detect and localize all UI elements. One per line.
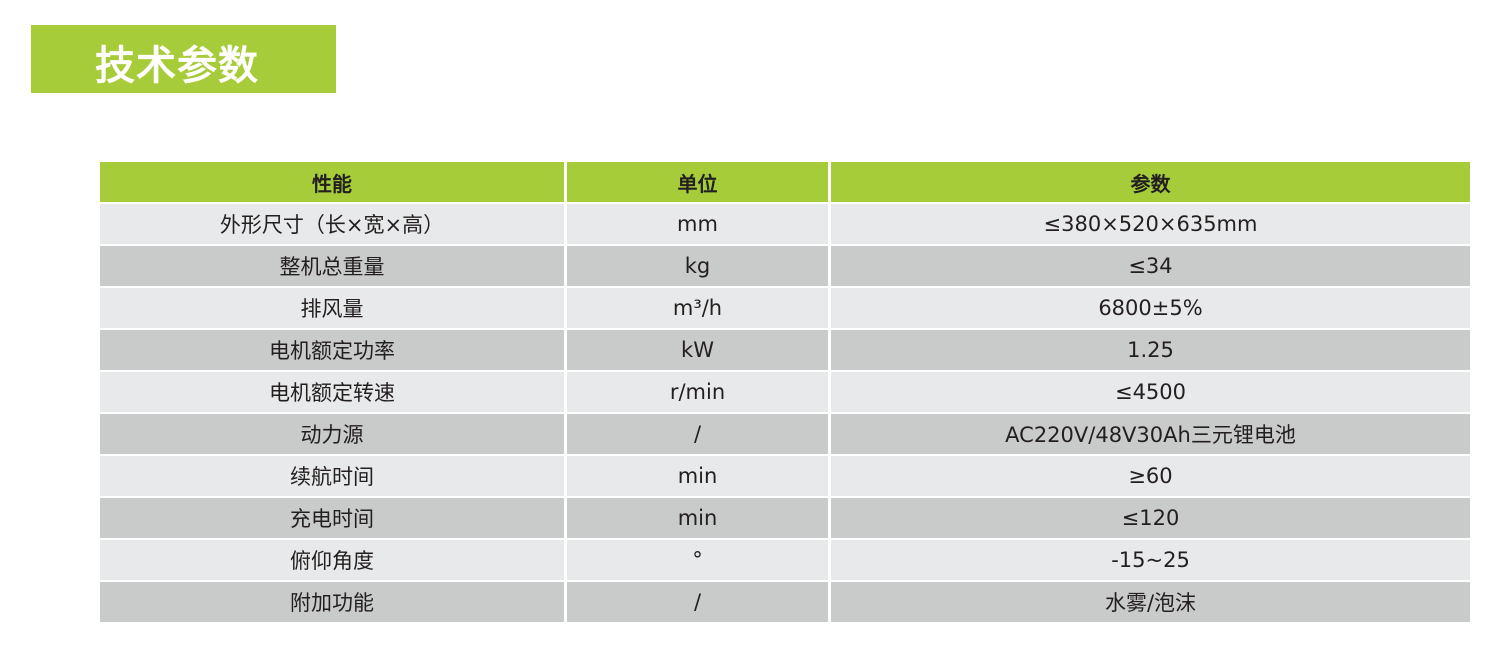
cell-performance: 整机总重量 — [100, 246, 564, 286]
cell-unit: kW — [567, 330, 828, 370]
cell-performance: 排风量 — [100, 288, 564, 328]
cell-parameter: AC220V/48V30Ah三元锂电池 — [831, 414, 1470, 454]
table-row: 续航时间 min ≥60 — [100, 456, 1470, 496]
cell-parameter: -15~25 — [831, 540, 1470, 580]
table-row: 充电时间 min ≤120 — [100, 498, 1470, 538]
cell-parameter: ≤380×520×635mm — [831, 204, 1470, 244]
header-unit: 单位 — [567, 162, 828, 202]
cell-performance: 俯仰角度 — [100, 540, 564, 580]
cell-performance: 续航时间 — [100, 456, 564, 496]
table-row: 电机额定功率 kW 1.25 — [100, 330, 1470, 370]
spec-table: 性能 单位 参数 外形尺寸（长×宽×高） mm ≤380×520×635mm 整机总重… — [97, 160, 1473, 624]
cell-performance: 电机额定功率 — [100, 330, 564, 370]
cell-performance: 电机额定转速 — [100, 372, 564, 412]
cell-unit: mm — [567, 204, 828, 244]
cell-parameter: 6800±5% — [831, 288, 1470, 328]
cell-unit: / — [567, 582, 828, 622]
cell-parameter: ≤4500 — [831, 372, 1470, 412]
section-title-banner: 技术参数 — [31, 25, 336, 93]
cell-unit: min — [567, 456, 828, 496]
cell-performance: 动力源 — [100, 414, 564, 454]
table-row: 俯仰角度 ° -15~25 — [100, 540, 1470, 580]
header-parameter: 参数 — [831, 162, 1470, 202]
cell-parameter: 1.25 — [831, 330, 1470, 370]
table-row: 电机额定转速 r/min ≤4500 — [100, 372, 1470, 412]
cell-unit: r/min — [567, 372, 828, 412]
cell-unit: min — [567, 498, 828, 538]
cell-parameter: ≤120 — [831, 498, 1470, 538]
table-row: 整机总重量 kg ≤34 — [100, 246, 1470, 286]
table-row: 外形尺寸（长×宽×高） mm ≤380×520×635mm — [100, 204, 1470, 244]
cell-unit: kg — [567, 246, 828, 286]
cell-parameter: ≤34 — [831, 246, 1470, 286]
cell-unit: ° — [567, 540, 828, 580]
cell-unit: / — [567, 414, 828, 454]
cell-parameter: ≥60 — [831, 456, 1470, 496]
table-row: 附加功能 / 水雾/泡沫 — [100, 582, 1470, 622]
cell-performance: 外形尺寸（长×宽×高） — [100, 204, 564, 244]
cell-performance: 充电时间 — [100, 498, 564, 538]
cell-unit: m³/h — [567, 288, 828, 328]
cell-performance: 附加功能 — [100, 582, 564, 622]
table-row: 动力源 / AC220V/48V30Ah三元锂电池 — [100, 414, 1470, 454]
table-header-row: 性能 单位 参数 — [100, 162, 1470, 202]
cell-parameter: 水雾/泡沫 — [831, 582, 1470, 622]
header-performance: 性能 — [100, 162, 564, 202]
table-row: 排风量 m³/h 6800±5% — [100, 288, 1470, 328]
section-title: 技术参数 — [95, 43, 259, 89]
